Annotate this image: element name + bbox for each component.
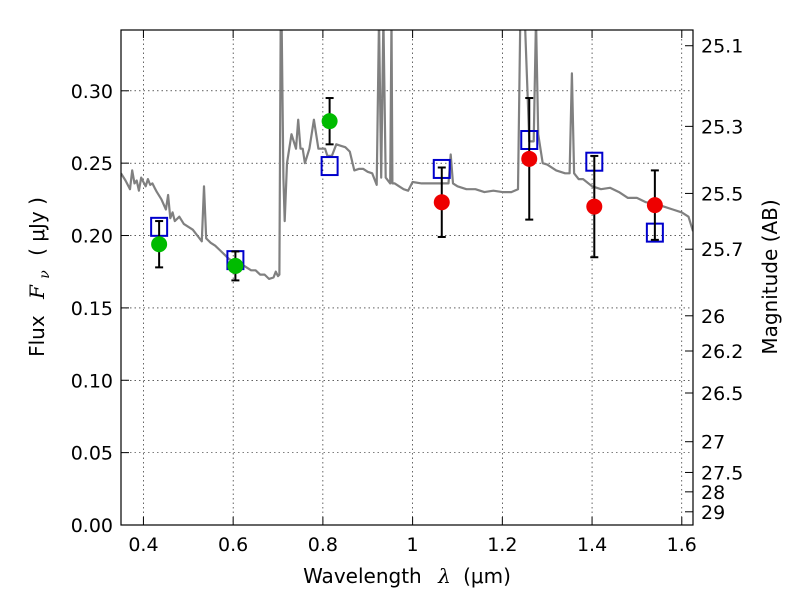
x-tick-label-6: 1.6 [667,534,697,556]
x-axis-label-unit: (μm) [463,564,511,588]
x-tick-label-1: 0.6 [218,534,248,556]
grid-lines [121,30,693,526]
y-axis-label-symbol: F [25,284,49,300]
mag-tick-label-9: 28 [701,482,725,504]
green-point-0 [151,236,168,253]
red-point-3 [646,197,663,214]
axis-ticks: 0.4 0.6 0.8 1 1.2 1.4 1.6 0.00 0.05 0.10 0.15 0.20 0… [71,30,743,556]
mag-tick-label-6: 26.5 [701,383,743,405]
x-tick-label-4: 1.2 [487,534,517,556]
mag-tick-label-1: 25.3 [701,116,743,138]
green-point-2 [321,113,338,130]
mag-tick-label-7: 27 [701,432,725,454]
y-axis-label-unit: ( μJy ) [25,197,49,256]
mag-tick-label-10: 29 [701,502,725,524]
data-layer [121,30,693,282]
model-square-2 [320,156,339,177]
mag-tick-label-3: 25.7 [701,239,743,261]
x-tick-label-5: 1.4 [577,534,607,556]
x-tick-label-0: 0.4 [128,534,158,556]
y-tick-label-6: 0.30 [71,81,113,103]
mag-tick-label-4: 26 [701,306,725,328]
y-tick-label-5: 0.25 [71,153,113,175]
mag-tick-label-5: 26.2 [701,341,743,363]
red-point-2 [586,198,603,215]
mag-tick-label-0: 25.1 [701,36,743,58]
x-tick-label-3: 1 [407,534,419,556]
y-tick-label-1: 0.05 [71,443,113,465]
plot-background [121,30,693,525]
y-tick-label-4: 0.20 [71,226,113,248]
mag-tick-label-8: 27.5 [701,462,743,484]
red-point-1 [521,150,538,167]
x-axis-label: Wavelength λ (μm) [303,564,511,588]
y-axis-label-text: Flux [25,315,49,357]
y-tick-label-2: 0.10 [71,370,113,392]
spectrum-line [121,30,693,280]
right-axis-label: Magnitude (AB) [758,199,782,354]
red-point-0 [433,194,450,211]
y-tick-label-0: 0.00 [71,515,113,537]
x-tick-label-2: 0.8 [308,534,338,556]
y-axis-label: Flux F ν ( μJy ) [25,197,54,357]
plot-frame [120,29,694,526]
mag-tick-label-2: 25.5 [701,183,743,205]
x-axis-label-symbol: λ [437,564,451,588]
y-axis-label-subscript: ν [37,270,53,279]
y-tick-label-3: 0.15 [71,298,113,320]
x-axis-label-text: Wavelength [303,564,422,588]
green-point-1 [227,257,244,274]
